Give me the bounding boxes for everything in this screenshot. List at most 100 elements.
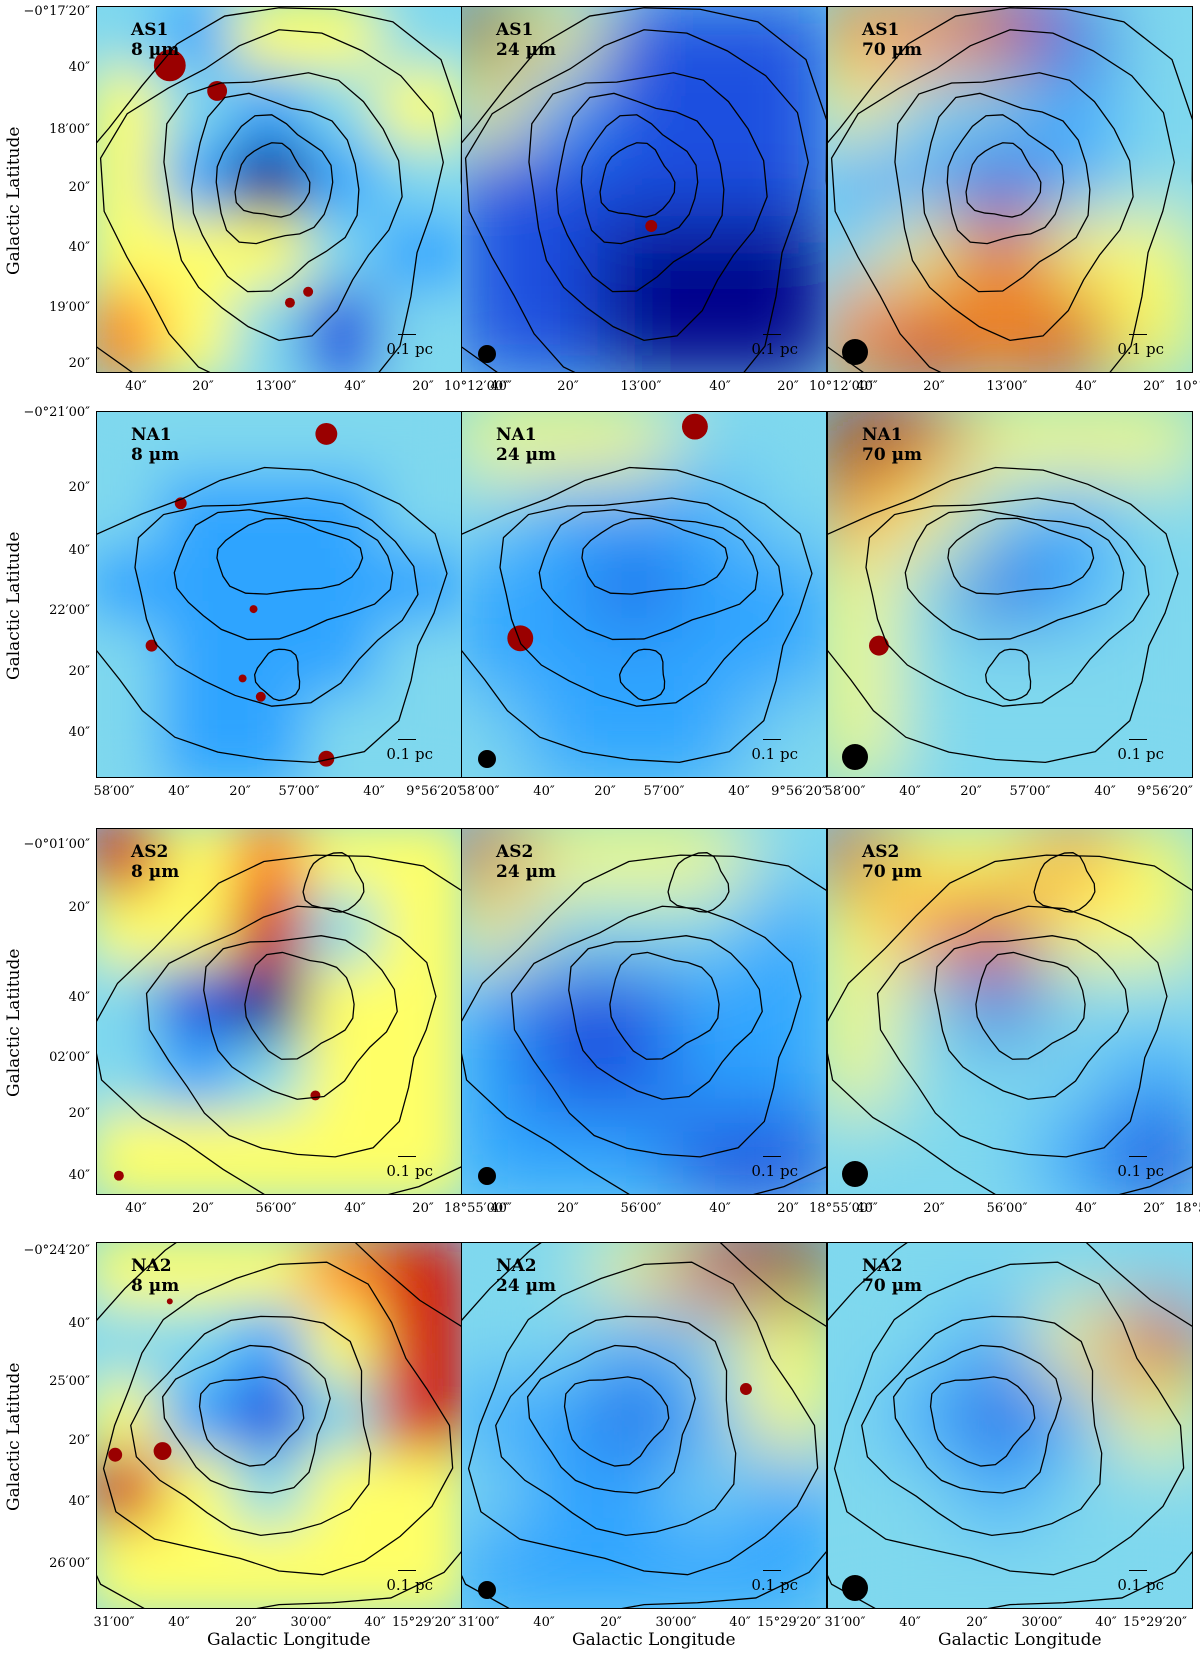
latitude-tick-label: 40″ — [68, 1316, 90, 1331]
latitude-tick-label: 26′00″ — [49, 1556, 90, 1571]
contour-line — [667, 852, 730, 913]
longitude-tick-label: 57′00″ — [278, 784, 320, 799]
map-panel-as2-24um: AS2 24 µm 0.1 pc — [461, 828, 827, 1195]
contour-line — [865, 497, 1150, 707]
contour-line — [203, 935, 398, 1100]
latitude-tick-label: 25′00″ — [49, 1374, 90, 1389]
y-axis-title: Galactic Latitude — [4, 531, 24, 680]
scale-bar-label: 0.1 pc — [386, 1576, 433, 1594]
y-axis-title: Galactic Latitude — [4, 1362, 24, 1511]
longitude-tick-label: 20″ — [412, 1201, 434, 1216]
longitude-tick-label: 40″ — [125, 379, 147, 394]
longitude-tick-label: 31′00″ — [93, 1615, 135, 1630]
longitude-tick-label: 13′00″ — [620, 379, 662, 394]
scale-bar: 0.1 pc — [1117, 334, 1164, 358]
band-label: 70 µm — [862, 445, 923, 465]
scale-bar-label: 0.1 pc — [386, 1162, 433, 1180]
longitude-tick-label: 20″ — [557, 1201, 579, 1216]
longitude-tick-label: 9°56′20″ — [771, 784, 827, 799]
longitude-tick-label: 18°55′00″ — [444, 1201, 508, 1216]
scale-bar-label: 0.1 pc — [1117, 1162, 1164, 1180]
scale-bar-line — [398, 1570, 417, 1571]
latitude-tick-label: 20″ — [68, 664, 90, 679]
map-panel-na2-8um: NA2 8 µm 0.1 pc — [96, 1242, 462, 1609]
latitude-tick-label: 20″ — [68, 180, 90, 195]
longitude-tick-label: 57′00″ — [643, 784, 685, 799]
map-panel-as2-70um: AS2 70 µm 0.1 pc — [827, 828, 1193, 1195]
band-label: 24 µm — [496, 445, 557, 465]
beam-size-marker — [478, 1167, 496, 1185]
intensity-map — [828, 1243, 1192, 1608]
map-panel-na2-24um: NA2 24 µm 0.1 pc — [461, 1242, 827, 1609]
map-panel-na2-70um: NA2 70 µm 0.1 pc — [827, 1242, 1193, 1609]
scale-bar-line — [398, 739, 417, 740]
band-label: 24 µm — [496, 40, 557, 60]
longitude-tick-label: 40″ — [1094, 784, 1116, 799]
contour-line — [555, 92, 725, 293]
contour-line — [975, 951, 1086, 1060]
longitude-tick-label: 58′00″ — [458, 784, 500, 799]
scale-bar-line — [763, 739, 782, 740]
longitude-tick-label: 20″ — [777, 379, 799, 394]
beam-size-marker — [478, 750, 496, 768]
longitude-tick-label: 13′00″ — [986, 379, 1028, 394]
longitude-tick-label: 20″ — [966, 1615, 988, 1630]
contour-line — [861, 1315, 1103, 1537]
contour-line — [462, 466, 813, 764]
scale-bar-label: 0.1 pc — [751, 1576, 798, 1594]
intensity-map — [97, 412, 461, 777]
scale-bar-line — [1129, 334, 1148, 335]
map-panel-na1-24um: NA1 24 µm 0.1 pc — [461, 411, 827, 778]
latitude-tick-label: 19′00″ — [49, 300, 90, 315]
map-panel-as1-70um: AS1 70 µm 0.1 pc — [827, 6, 1193, 373]
latitude-tick-label: 20″ — [68, 900, 90, 915]
scale-bar-label: 0.1 pc — [1117, 1576, 1164, 1594]
scale-bar-line — [763, 334, 782, 335]
longitude-tick-label: 30′00″ — [290, 1615, 332, 1630]
source-label: NA1 — [131, 425, 172, 445]
longitude-tick-label: 40″ — [899, 784, 921, 799]
latitude-tick-label: −0°01′00″ — [23, 837, 90, 852]
longitude-tick-label: 40″ — [899, 1615, 921, 1630]
longitude-tick-label: 31′00″ — [458, 1615, 500, 1630]
longitude-tick-label: 40″ — [363, 784, 385, 799]
source-label: AS2 — [862, 842, 900, 862]
longitude-tick-label: 40″ — [490, 1201, 512, 1216]
longitude-tick-label: 9°56′20″ — [406, 784, 462, 799]
scale-bar: 0.1 pc — [751, 334, 798, 358]
longitude-tick-label: 20″ — [192, 379, 214, 394]
intensity-map — [97, 1243, 461, 1608]
band-label: 70 µm — [862, 862, 923, 882]
longitude-tick-label: 20″ — [594, 784, 616, 799]
scale-bar: 0.1 pc — [751, 1570, 798, 1594]
longitude-tick-label: 58′00″ — [93, 784, 135, 799]
longitude-tick-label: 40″ — [533, 1615, 555, 1630]
contour-line — [145, 905, 437, 1158]
source-label: AS2 — [131, 842, 169, 862]
contour-line — [894, 72, 1134, 342]
latitude-tick-label: 20″ — [68, 1433, 90, 1448]
latitude-tick-label: 20″ — [68, 356, 90, 371]
scale-bar-label: 0.1 pc — [386, 340, 433, 358]
longitude-tick-label: 20″ — [557, 379, 579, 394]
contour-line — [173, 509, 394, 641]
contour-line — [929, 1376, 1036, 1467]
latitude-tick-label: 40″ — [68, 1494, 90, 1509]
longitude-tick-label: 40″ — [1095, 1615, 1117, 1630]
longitude-tick-label: 40″ — [168, 1615, 190, 1630]
longitude-tick-label: 31′00″ — [824, 1615, 866, 1630]
contour-line — [581, 517, 729, 595]
contour-line — [526, 1344, 696, 1494]
contour-line — [464, 29, 809, 372]
source-label: AS2 — [496, 842, 534, 862]
longitude-tick-label: 20″ — [600, 1615, 622, 1630]
longitude-tick-label: 58′00″ — [824, 784, 866, 799]
contour-line — [102, 1261, 454, 1576]
y-axis-title: Galactic Latitude — [4, 126, 24, 275]
x-axis-title: Galactic Longitude — [572, 1630, 736, 1650]
latitude-tick-label: 02′00″ — [49, 1050, 90, 1065]
contour-line — [467, 1261, 819, 1576]
contour-line — [876, 905, 1168, 1158]
contour-line — [568, 935, 763, 1100]
longitude-tick-label: 20″ — [192, 1201, 214, 1216]
